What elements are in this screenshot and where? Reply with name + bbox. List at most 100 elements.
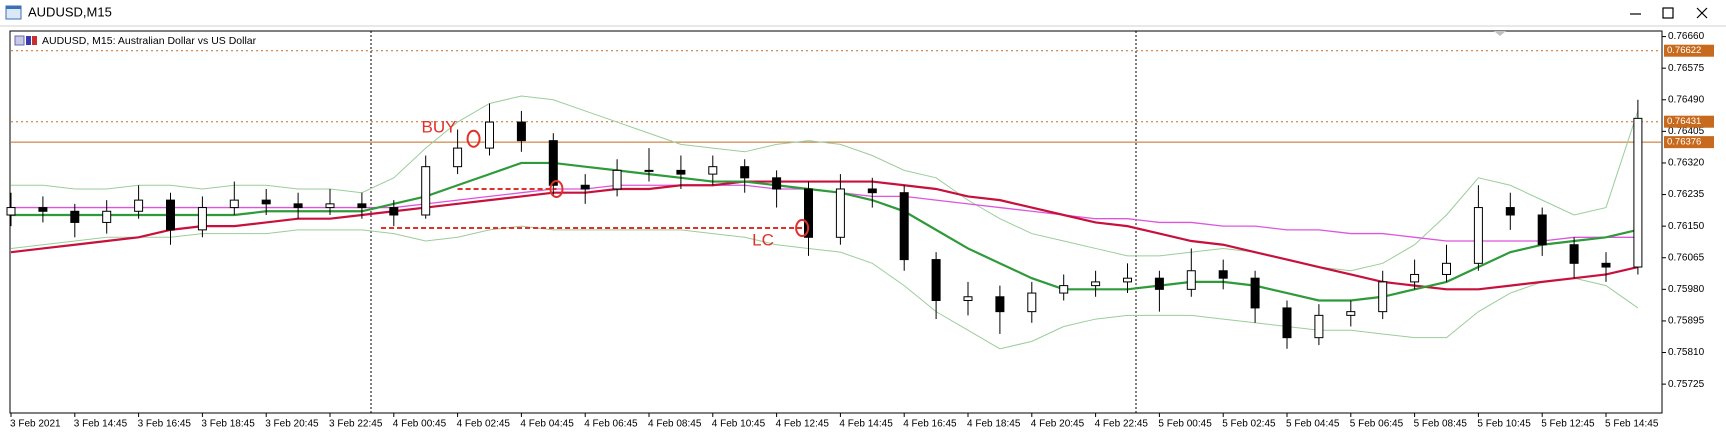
candle-body <box>1059 285 1069 294</box>
x-tick-label: 4 Feb 06:45 <box>584 419 638 430</box>
candle-body <box>1250 277 1260 309</box>
x-tick-label: 4 Feb 00:45 <box>393 419 447 430</box>
x-tick-label: 3 Feb 14:45 <box>74 419 128 430</box>
x-tick-label: 4 Feb 16:45 <box>903 419 957 430</box>
price-level-label: 0.76622 <box>1667 45 1701 56</box>
title-bar <box>0 0 1726 26</box>
y-tick-label: 0.76405 <box>1668 126 1705 137</box>
x-tick-label: 5 Feb 12:45 <box>1541 419 1595 430</box>
chart-title: AUDUSD, M15: Australian Dollar vs US Dol… <box>42 35 257 47</box>
x-tick-label: 5 Feb 08:45 <box>1414 419 1468 430</box>
candle-body <box>644 169 654 172</box>
candle-body <box>548 140 558 186</box>
indicator-line <box>10 180 1639 291</box>
candle-body <box>1473 207 1483 264</box>
candle-body <box>1633 117 1643 268</box>
candle-body <box>485 121 494 149</box>
x-tick-label: 4 Feb 12:45 <box>776 419 830 430</box>
close-button[interactable] <box>1696 7 1708 19</box>
candle-body <box>389 207 399 216</box>
annotation: LC <box>752 230 774 249</box>
candle-body <box>261 199 271 205</box>
y-tick-label: 0.75810 <box>1668 347 1705 358</box>
y-tick-label: 0.76320 <box>1668 158 1705 169</box>
candle-body <box>1154 277 1164 290</box>
candle-body <box>1314 314 1324 339</box>
candle-body <box>804 188 813 238</box>
candle-body <box>70 210 80 223</box>
y-tick-label: 0.75725 <box>1668 379 1705 390</box>
x-tick-label: 3 Feb 16:45 <box>138 419 192 430</box>
candle-body <box>102 210 112 223</box>
candle-body <box>453 147 463 168</box>
candle-body <box>1123 277 1132 283</box>
candle-body <box>1569 244 1579 264</box>
candle-body <box>421 166 431 216</box>
x-tick-label: 5 Feb 06:45 <box>1350 419 1404 430</box>
plot-frame <box>9 30 1663 414</box>
window-title: AUDUSD,M15 <box>28 4 112 19</box>
trade-marker <box>795 219 810 238</box>
x-tick-label: 4 Feb 14:45 <box>839 419 893 430</box>
candle-body <box>835 188 845 238</box>
candle-body <box>1346 311 1356 316</box>
y-tick-label: 0.76150 <box>1668 221 1705 232</box>
symbol-icon <box>14 35 37 46</box>
x-tick-label: 3 Feb 20:45 <box>265 419 319 430</box>
candle-body <box>676 169 686 175</box>
shift-marker <box>1494 31 1506 36</box>
x-tick-label: 3 Feb 2021 <box>10 419 61 430</box>
candle-body <box>1378 281 1388 313</box>
price-level-label: 0.76431 <box>1667 116 1701 127</box>
candle-body <box>6 207 16 216</box>
price-level-tag <box>1664 136 1714 149</box>
candle-body <box>708 166 718 175</box>
candle-body <box>1186 270 1196 290</box>
y-tick-label: 0.76235 <box>1668 189 1705 200</box>
y-tick-label: 0.76490 <box>1668 94 1705 105</box>
candle-body <box>1218 270 1228 279</box>
x-tick-label: 4 Feb 08:45 <box>648 419 702 430</box>
candle-body <box>516 121 526 142</box>
price-level-label: 0.76376 <box>1667 137 1701 148</box>
candle-body <box>1410 273 1420 283</box>
candle-body <box>612 169 622 190</box>
candle-body <box>1601 262 1611 268</box>
candle-body <box>1091 281 1101 287</box>
price-level-tag <box>1664 44 1714 57</box>
indicator-line <box>10 225 1639 350</box>
x-tick-label: 5 Feb 04:45 <box>1286 419 1340 430</box>
candle-body <box>740 166 750 179</box>
indicator-line <box>11 161 1639 302</box>
x-tick-label: 3 Feb 22:45 <box>329 419 383 430</box>
candle-body <box>229 199 239 209</box>
app-icon <box>5 5 22 20</box>
price-level-tag <box>1664 115 1714 128</box>
candle-body <box>772 177 782 190</box>
candle-body <box>293 203 303 209</box>
candle-body <box>1537 214 1547 246</box>
candle-body <box>580 184 590 190</box>
x-tick-label: 4 Feb 22:45 <box>1095 419 1149 430</box>
x-tick-label: 3 Feb 18:45 <box>201 419 255 430</box>
x-tick-label: 4 Feb 18:45 <box>967 419 1021 430</box>
y-tick-label: 0.76660 <box>1668 31 1705 42</box>
candle-body <box>1442 262 1451 275</box>
maximize-button[interactable] <box>1662 7 1674 19</box>
x-tick-label: 4 Feb 20:45 <box>1031 419 1085 430</box>
trade-marker <box>466 129 481 148</box>
candle-body <box>867 188 877 194</box>
candle-body <box>357 203 367 209</box>
annotation: BUY <box>422 117 457 136</box>
candle-body <box>1505 207 1515 216</box>
indicator-line <box>11 95 1639 272</box>
candle-body <box>1282 307 1292 339</box>
x-tick-label: 4 Feb 10:45 <box>712 419 766 430</box>
candle-body <box>931 259 941 301</box>
candle-body <box>963 296 973 301</box>
candle-body <box>1027 292 1037 313</box>
x-tick-label: 4 Feb 04:45 <box>520 419 574 430</box>
trade-marker <box>549 179 564 198</box>
candle-body <box>325 203 335 209</box>
x-tick-label: 5 Feb 02:45 <box>1222 419 1276 430</box>
